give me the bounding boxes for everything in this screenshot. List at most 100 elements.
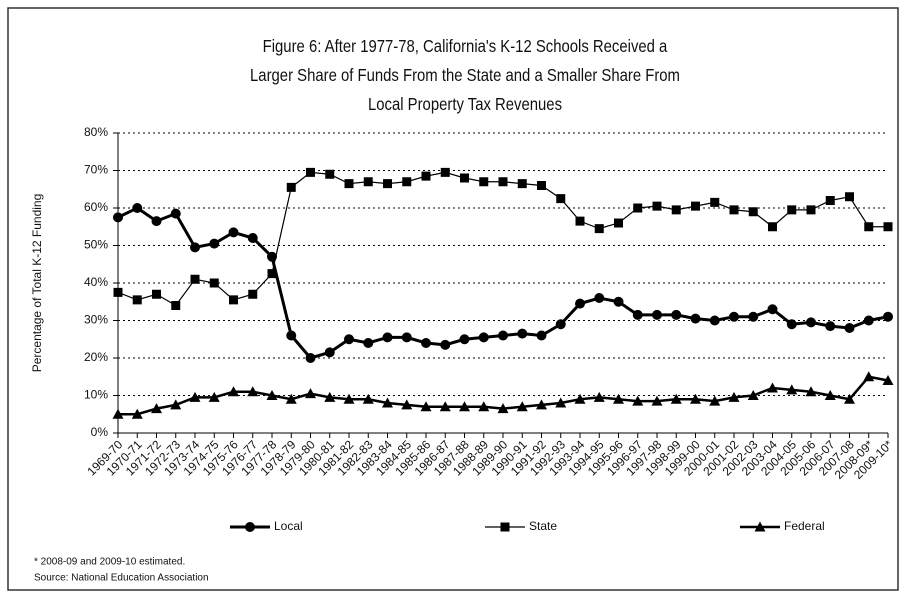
data-point bbox=[575, 298, 585, 309]
data-point bbox=[401, 332, 412, 343]
legend-label: State bbox=[529, 519, 557, 533]
data-point bbox=[517, 179, 527, 189]
data-point bbox=[362, 393, 374, 404]
data-point bbox=[440, 167, 450, 177]
legend-marker bbox=[245, 522, 255, 532]
data-point bbox=[651, 395, 663, 406]
y-tick-label: 40% bbox=[84, 275, 108, 289]
data-point bbox=[325, 169, 335, 179]
data-point bbox=[633, 203, 643, 213]
data-point bbox=[402, 177, 412, 187]
data-point bbox=[228, 386, 239, 397]
data-point bbox=[555, 397, 567, 408]
data-point bbox=[729, 311, 739, 322]
data-point bbox=[613, 296, 624, 307]
legend-marker bbox=[500, 522, 510, 532]
data-point bbox=[344, 179, 354, 189]
data-point bbox=[420, 401, 432, 412]
data-point bbox=[652, 201, 662, 211]
data-point bbox=[190, 242, 200, 253]
data-point bbox=[151, 403, 162, 414]
data-point bbox=[189, 391, 201, 402]
data-point bbox=[594, 293, 605, 303]
data-point bbox=[728, 391, 740, 402]
series-line bbox=[117, 171, 888, 307]
data-point bbox=[555, 319, 566, 330]
y-tick-label: 30% bbox=[84, 313, 108, 327]
data-point bbox=[824, 390, 836, 400]
data-point bbox=[883, 311, 893, 322]
data-point bbox=[594, 224, 604, 234]
data-point bbox=[478, 401, 490, 412]
data-point bbox=[690, 393, 701, 404]
data-point bbox=[479, 177, 489, 187]
data-point bbox=[805, 386, 817, 397]
chart-title: Figure 6: After 1977-78, California's K-… bbox=[250, 36, 680, 114]
data-point bbox=[536, 330, 547, 341]
data-point bbox=[845, 192, 854, 202]
data-point bbox=[266, 390, 278, 400]
data-point bbox=[363, 338, 374, 348]
data-point bbox=[691, 201, 700, 211]
data-point bbox=[440, 339, 451, 350]
data-point bbox=[498, 330, 508, 341]
data-point bbox=[556, 194, 566, 204]
data-point bbox=[421, 338, 431, 348]
data-point bbox=[343, 393, 355, 404]
data-point bbox=[344, 334, 354, 345]
data-point bbox=[152, 289, 161, 299]
data-point bbox=[748, 207, 758, 217]
data-point bbox=[593, 391, 605, 402]
data-point bbox=[516, 401, 528, 412]
data-point bbox=[439, 401, 451, 412]
y-tick-label: 0% bbox=[91, 425, 109, 439]
data-point bbox=[460, 173, 469, 183]
data-point bbox=[267, 251, 277, 262]
data-point bbox=[748, 311, 759, 322]
data-point bbox=[171, 301, 181, 310]
data-point bbox=[670, 393, 682, 404]
data-point bbox=[709, 315, 720, 326]
legend-marker bbox=[754, 521, 766, 532]
data-point bbox=[844, 393, 855, 404]
data-point bbox=[671, 205, 681, 215]
data-point bbox=[806, 205, 816, 215]
data-point bbox=[305, 388, 316, 399]
data-point bbox=[382, 332, 393, 343]
note: Source: National Education Association bbox=[34, 573, 209, 584]
data-point bbox=[209, 278, 219, 288]
data-point bbox=[285, 393, 297, 404]
data-point bbox=[747, 390, 759, 400]
data-point bbox=[497, 403, 509, 414]
y-tick-label: 10% bbox=[84, 388, 108, 402]
data-point bbox=[863, 315, 874, 326]
data-point bbox=[498, 177, 508, 187]
data-point bbox=[382, 397, 393, 408]
y-tick-label: 50% bbox=[84, 238, 108, 252]
legend-label: Local bbox=[274, 519, 303, 533]
data-point bbox=[113, 287, 123, 297]
data-point bbox=[113, 212, 123, 223]
y-tick-label: 70% bbox=[84, 163, 108, 177]
frame bbox=[7, 7, 899, 591]
data-point bbox=[229, 295, 238, 305]
data-point bbox=[131, 408, 143, 419]
data-point bbox=[363, 177, 373, 187]
data-point bbox=[267, 269, 277, 279]
data-point bbox=[190, 274, 200, 284]
data-point bbox=[786, 384, 798, 395]
data-point bbox=[863, 371, 875, 382]
data-point bbox=[324, 347, 335, 358]
data-point bbox=[151, 216, 162, 227]
y-tick-label: 60% bbox=[84, 200, 108, 214]
data-point bbox=[690, 313, 701, 324]
y-tick-label: 80% bbox=[84, 125, 108, 139]
data-point bbox=[305, 353, 316, 363]
data-point bbox=[632, 395, 644, 406]
data-point bbox=[613, 393, 624, 404]
data-point bbox=[132, 203, 143, 213]
data-point bbox=[383, 179, 392, 189]
data-point bbox=[767, 382, 778, 393]
